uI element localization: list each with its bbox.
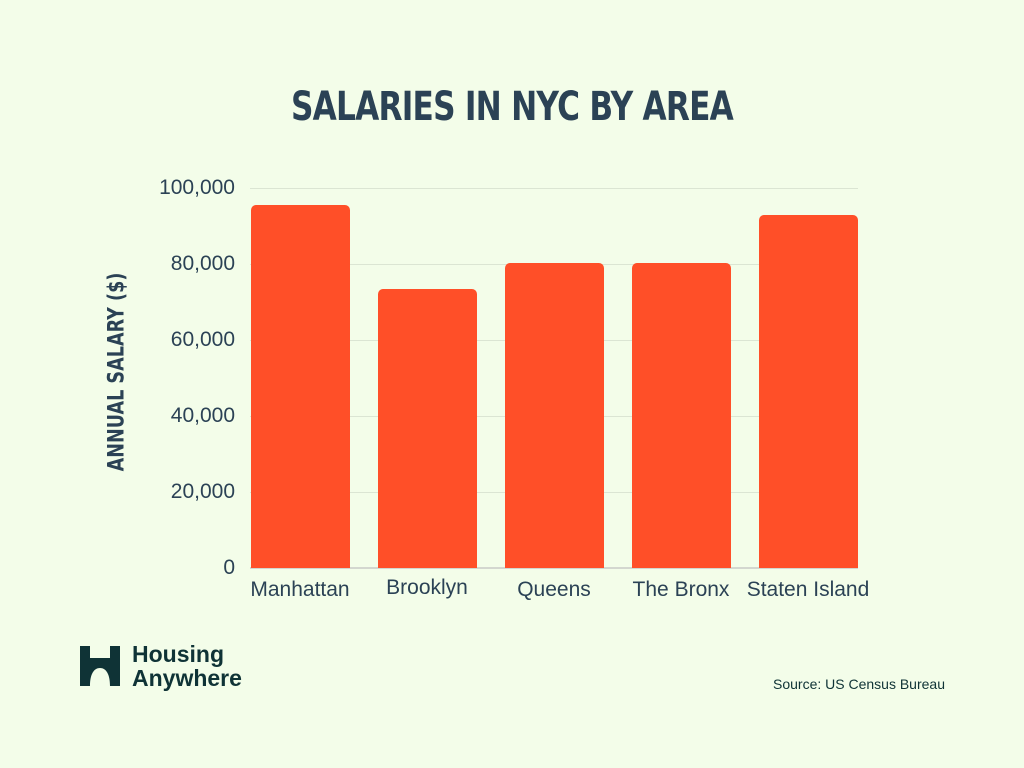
gridline [250, 188, 858, 189]
x-tick-label: Staten Island [746, 578, 870, 601]
logo-mark-icon [80, 646, 120, 686]
plot-area [250, 188, 858, 569]
y-tick-label: 0 [223, 556, 235, 579]
y-tick-label: 80,000 [170, 252, 235, 275]
y-tick-label: 40,000 [170, 404, 235, 427]
x-axis-baseline [250, 567, 858, 569]
x-tick-label: Manhattan [250, 578, 350, 601]
bar-the-bronx [632, 263, 731, 568]
bar-queens [505, 263, 604, 568]
x-tick-label: Brooklyn [386, 576, 468, 599]
y-tick-label: 100,000 [159, 176, 235, 199]
y-tick-label: 60,000 [170, 328, 235, 351]
bar-staten-island [759, 214, 858, 568]
chart-title: SALARIES IN NYC BY AREA [290, 84, 734, 130]
logo-line-1: Housing [132, 641, 224, 667]
logo-line-2: Anywhere [132, 665, 242, 691]
housing-anywhere-logo: Housing Anywhere [78, 642, 242, 690]
y-tick-label: 20,000 [170, 480, 235, 503]
source-note: Source: US Census Bureau [773, 676, 945, 692]
y-axis-label: ANNUAL SALARY ($) [104, 272, 130, 472]
x-tick-label: The Bronx [632, 578, 730, 601]
bar-brooklyn [378, 288, 477, 568]
bar-manhattan [251, 205, 350, 568]
x-tick-label: Queens [517, 578, 591, 601]
